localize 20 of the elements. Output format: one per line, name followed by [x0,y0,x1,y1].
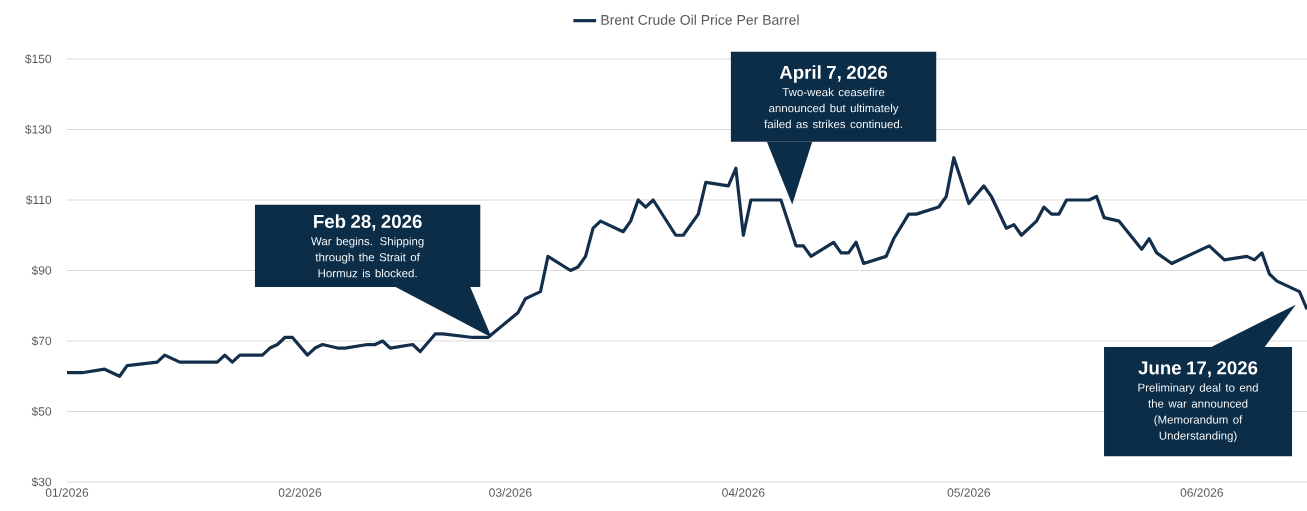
annotation: Preliminary deal to end the war announced (Memorandum of Understanding) [1138,383,1258,443]
y-tick-label: $90 [31,265,52,276]
legend-label: Brent Crude Oil Price Per Barrel [601,14,799,25]
y-tick-label: $30 [31,477,52,487]
x-tick-label: 02/2026 [278,488,322,497]
y-tick-label: $130 [25,124,52,135]
annotation: War begins. Shipping through the Strait of Hormuz is blocked. [311,236,424,278]
annotation: June 17, 2026 [1138,361,1258,378]
y-tick-label: $110 [25,195,52,205]
annotation: Two-weak ceasefire announced but ultimately failed as strikes continued. [764,87,902,129]
x-tick-label: 04/2026 [722,488,765,497]
annotation: Feb 28, 2026 [314,214,422,231]
x-tick-label: 06/2026 [1180,488,1223,497]
y-tick-label: $70 [31,336,52,346]
x-tick-label: 01/2026 [45,488,89,497]
x-tick-label: 03/2026 [489,488,532,497]
x-tick-label: 05/2026 [947,488,990,497]
annotation: April 7, 2026 [779,65,888,83]
y-tick-label: $150 [25,54,52,64]
y-tick-label: $50 [31,406,52,417]
